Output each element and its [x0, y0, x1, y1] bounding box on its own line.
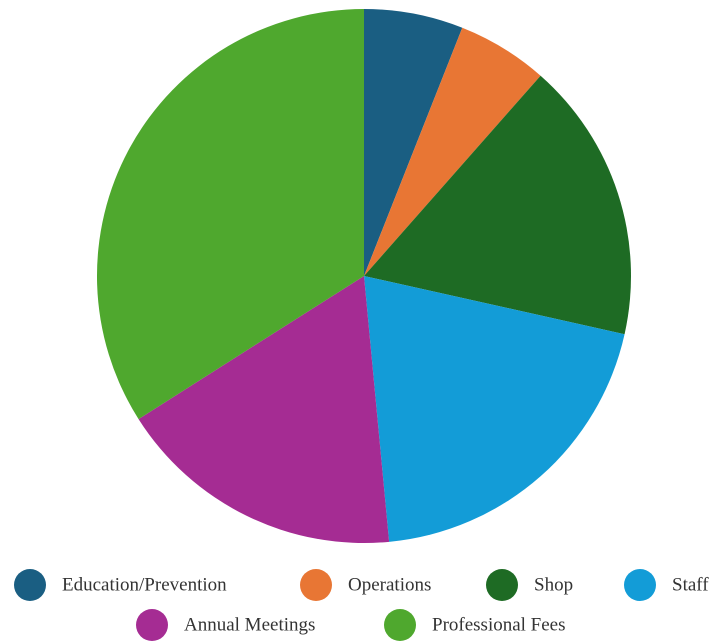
pie-slice-operations[interactable]: [364, 27, 541, 276]
legend-item-annual-meetings[interactable]: Annual Meetings: [136, 609, 315, 641]
legend-swatch: [486, 569, 518, 601]
legend-swatch: [624, 569, 656, 601]
legend-label: Shop: [534, 574, 573, 595]
pie-slice-annual-meetings[interactable]: [138, 276, 390, 544]
pie-slices: [96, 8, 631, 544]
pie-slice-staff[interactable]: [364, 276, 625, 542]
legend-swatch: [300, 569, 332, 601]
legend-item-shop[interactable]: Shop: [486, 569, 573, 601]
legend-label: Education/Prevention: [62, 574, 227, 595]
legend-label: Professional Fees: [432, 614, 566, 635]
pie-slice-professional-fees[interactable]: [96, 8, 364, 420]
legend-item-staff[interactable]: Staff: [624, 569, 709, 601]
legend-swatch: [384, 609, 416, 641]
legend-item-education-prevention[interactable]: Education/Prevention: [14, 569, 227, 601]
legend-item-operations[interactable]: Operations: [300, 569, 431, 601]
legend-swatch: [14, 569, 46, 601]
legend: Education/Prevention Operations Shop Staff A…: [14, 569, 709, 641]
pie-slice-education-prevention[interactable]: [364, 9, 463, 276]
legend-label: Annual Meetings: [184, 614, 315, 635]
pie-slice-shop[interactable]: [364, 75, 631, 335]
legend-label: Operations: [348, 574, 431, 595]
legend-swatch: [136, 609, 168, 641]
legend-item-professional-fees[interactable]: Professional Fees: [384, 609, 566, 641]
legend-label: Staff: [672, 574, 709, 595]
